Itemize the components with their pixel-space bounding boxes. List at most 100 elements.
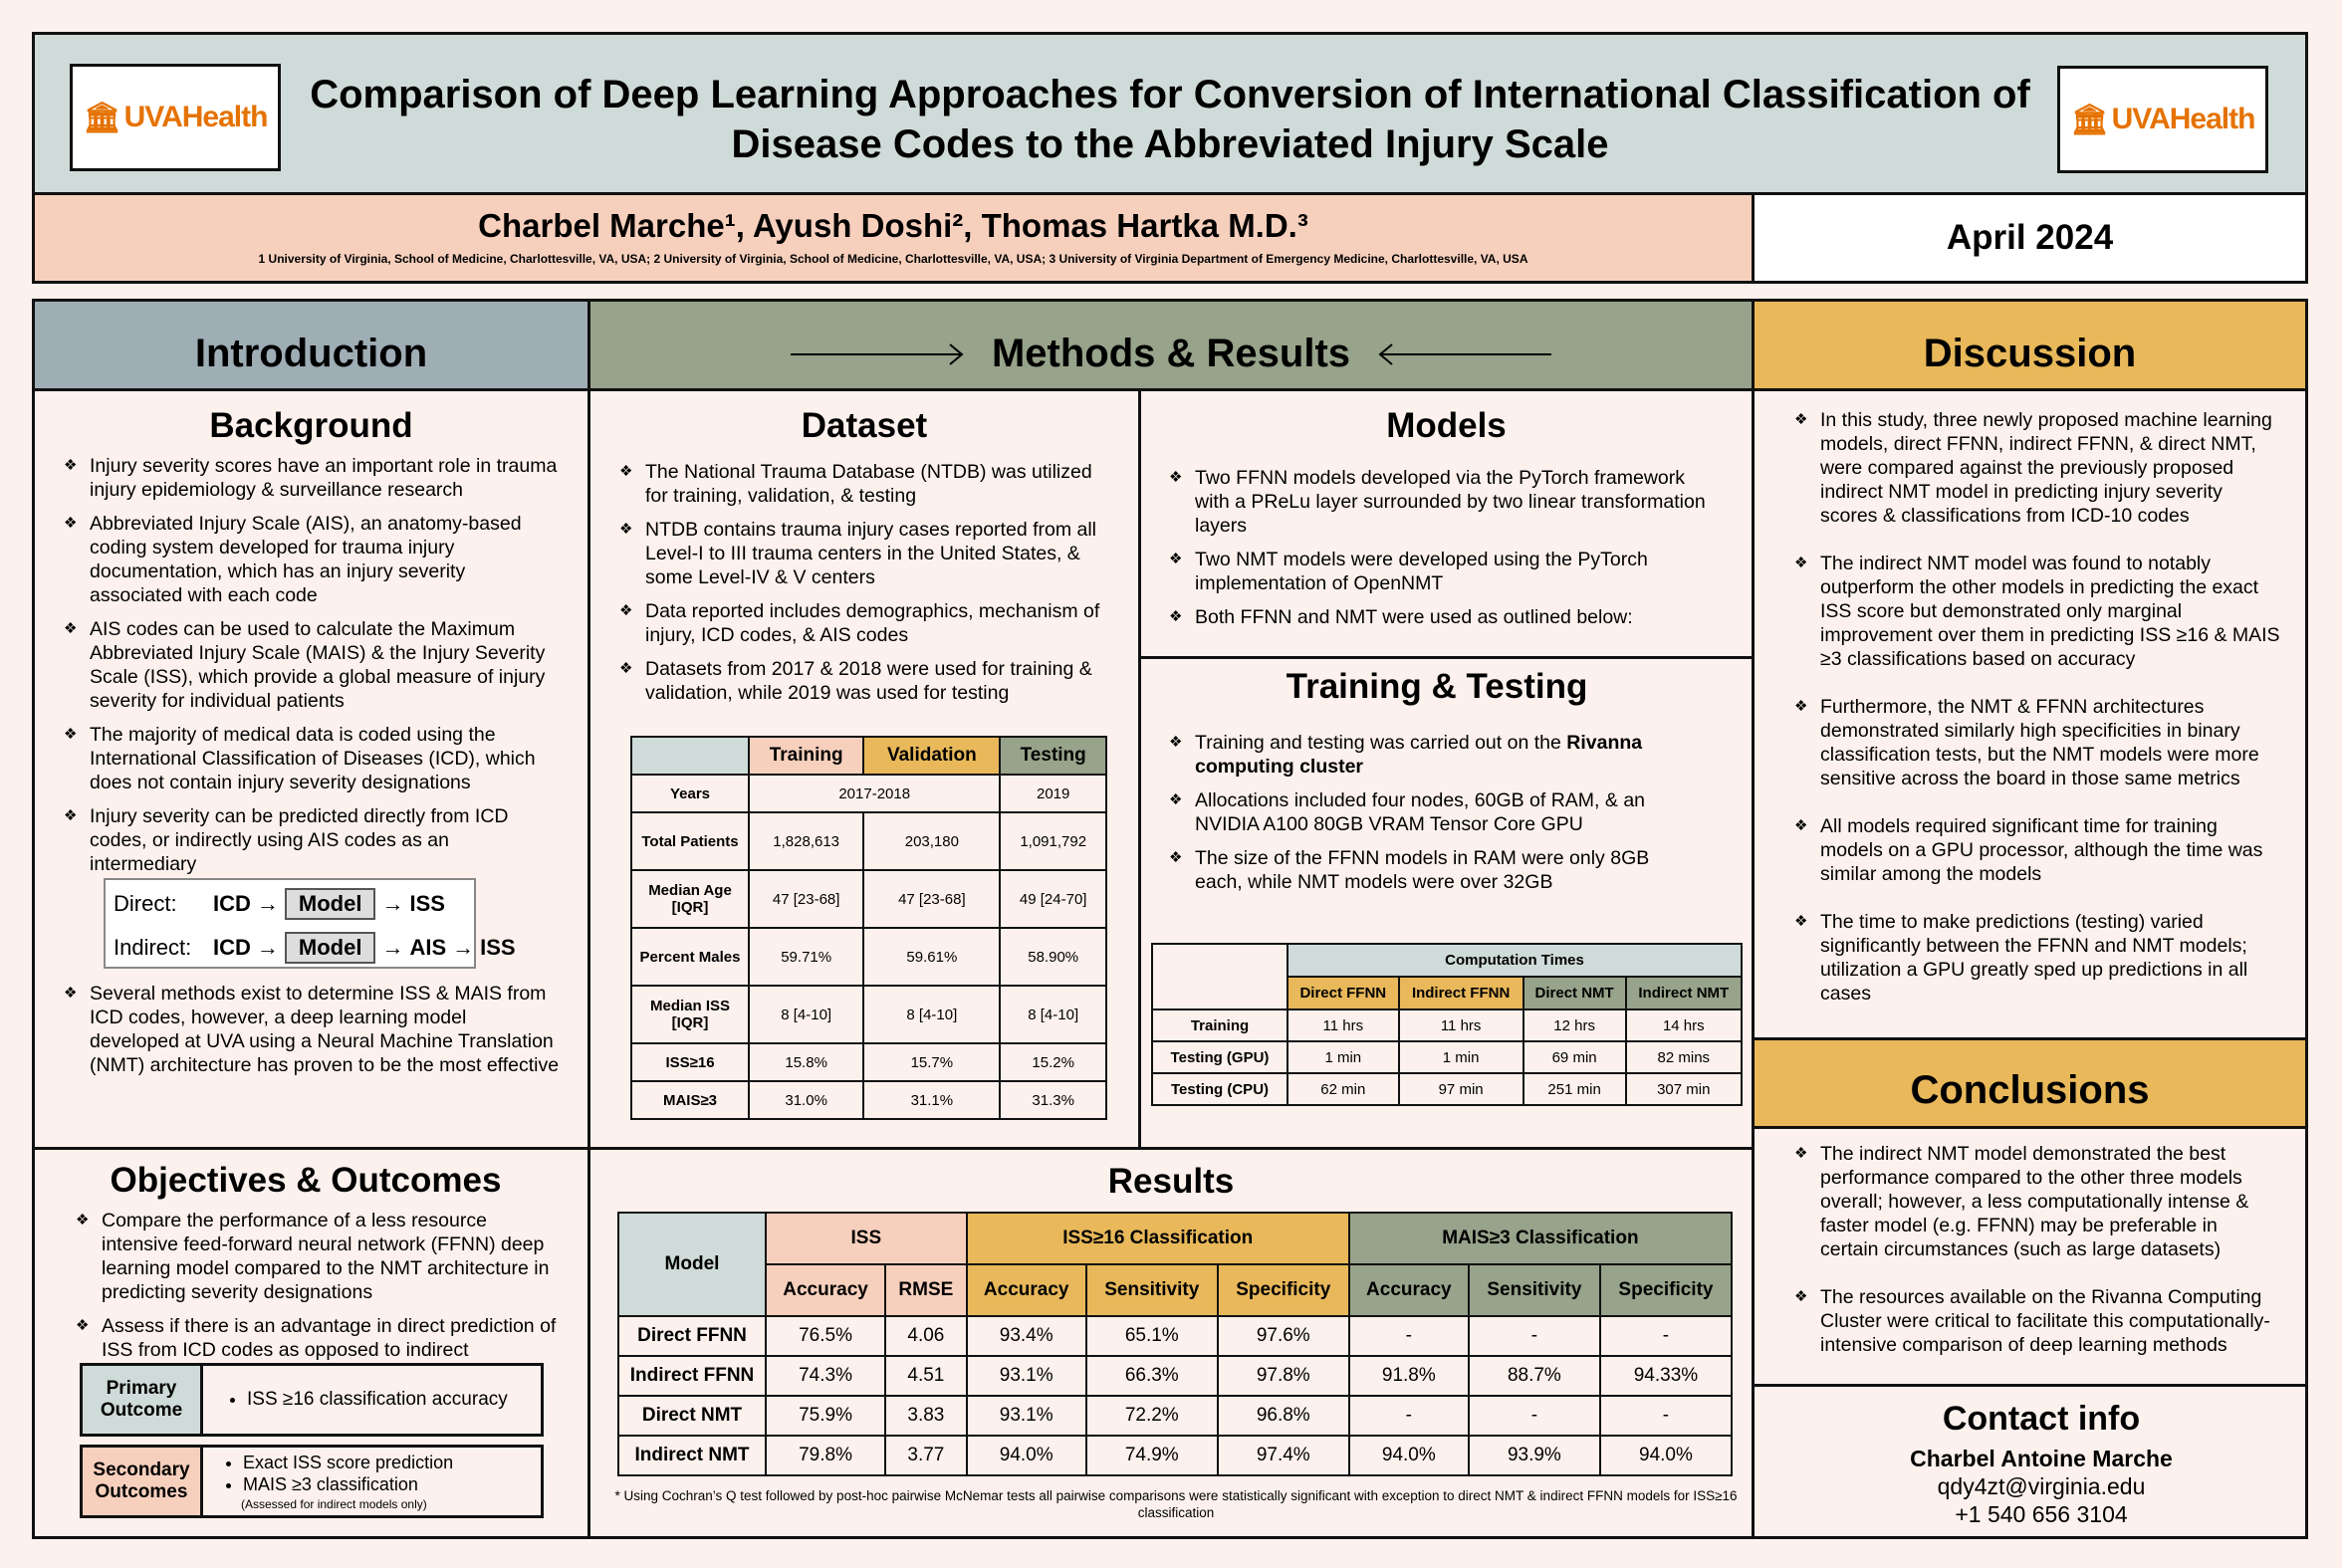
col-header: Direct NMT — [1522, 976, 1627, 1010]
table-cell: 47 [23-68] — [747, 869, 865, 929]
diagram-iss: ISS — [480, 935, 516, 960]
affiliations: 1 University of Virginia, School of Medi… — [258, 252, 1528, 266]
table-cell: 49 [24-70] — [999, 869, 1107, 929]
table-cell: 74.9% — [1084, 1435, 1219, 1476]
arrow-right-icon: → — [452, 935, 475, 960]
arrow-right-icon: → — [256, 935, 279, 960]
list-item: Training and testing was carried out on … — [1167, 731, 1685, 779]
group-header: MAIS≥3 Classification — [1347, 1212, 1734, 1265]
diagram-model: Model — [284, 932, 376, 964]
table-cell: - — [1467, 1395, 1601, 1437]
table-cell: 97.8% — [1216, 1355, 1350, 1397]
table-cell: 12 hrs — [1522, 1008, 1627, 1042]
table-cell: 8 [4-10] — [862, 985, 1002, 1044]
table-cell: 4.06 — [884, 1315, 968, 1357]
table-cell: 97.4% — [1216, 1435, 1350, 1476]
table-cell: - — [1347, 1315, 1470, 1357]
hospital-icon: 🏛 — [2070, 103, 2109, 136]
arrow-right-icon: → — [381, 935, 404, 960]
table-row: Median Age [IQR] 47 [23-68] 47 [23-68] 4… — [630, 869, 1107, 929]
row-label: Direct NMT — [617, 1395, 767, 1437]
table-cell: 59.61% — [862, 927, 1002, 987]
table-cell: 2019 — [999, 774, 1107, 813]
table-row: Indirect NMT 79.8% 3.77 94.0% 74.9% 97.4… — [617, 1435, 1734, 1476]
indirect-label: Indirect: — [114, 935, 192, 960]
table-cell: 3.83 — [884, 1395, 968, 1437]
table-cell: 93.9% — [1467, 1435, 1601, 1476]
table-cell: 93.4% — [965, 1315, 1087, 1357]
table-cell: 65.1% — [1084, 1315, 1219, 1357]
conclusions-header: Conclusions — [1752, 1037, 2308, 1129]
table-cell: 96.8% — [1216, 1395, 1350, 1437]
table-cell: 31.3% — [999, 1080, 1107, 1120]
row-label: Testing (GPU) — [1151, 1040, 1288, 1074]
diagram-model: Model — [284, 888, 376, 920]
table-row: Testing (GPU) 1 min 1 min 69 min 82 mins — [1151, 1040, 1744, 1074]
list-item: Both FFNN and NMT were used as outlined … — [1167, 605, 1710, 629]
col-header: Sensitivity — [1084, 1263, 1219, 1317]
list-item: Exact ISS score prediction — [243, 1452, 453, 1473]
col-header: Validation — [862, 736, 1002, 776]
diagram-icd: ICD — [213, 935, 251, 960]
list-item: Several methods exist to determine ISS &… — [62, 982, 560, 1077]
row-label: Median ISS [IQR] — [630, 985, 750, 1044]
table-cell: 8 [4-10] — [747, 985, 865, 1044]
table-cell: 75.9% — [764, 1395, 887, 1437]
table-cell: 15.8% — [747, 1042, 865, 1082]
training-title: Training & Testing — [1286, 667, 1588, 706]
row-label: Total Patients — [630, 811, 750, 871]
table-cell: 91.8% — [1347, 1355, 1470, 1397]
row-label: Testing (CPU) — [1151, 1072, 1288, 1106]
results-footnote: * Using Cochran’s Q test followed by pos… — [614, 1488, 1738, 1520]
row-label: MAIS≥3 — [630, 1080, 750, 1120]
table-cell: 47 [23-68] — [862, 869, 1002, 929]
table-cell: 307 min — [1624, 1072, 1744, 1106]
table-row: Direct FFNN 76.5% 4.06 93.4% 65.1% 97.6%… — [617, 1315, 1734, 1357]
col-header: Specificity — [1598, 1263, 1734, 1317]
list-item: In this study, three newly proposed mach… — [1792, 408, 2280, 528]
table-title: Computation Times — [1287, 943, 1743, 978]
secondary-label: Secondary Outcomes — [83, 1448, 203, 1515]
col-header: Accuracy — [965, 1263, 1087, 1317]
list-item: ISS ≥16 classification accuracy — [247, 1389, 508, 1411]
table-row: Percent Males 59.71% 59.61% 58.90% — [630, 927, 1107, 987]
table-row: ISS≥16 15.8% 15.7% 15.2% — [630, 1042, 1107, 1082]
group-header: ISS — [765, 1212, 968, 1265]
table-cell: 69 min — [1522, 1040, 1627, 1074]
list-item: The National Trauma Database (NTDB) was … — [617, 460, 1110, 508]
intro-header: Introduction — [32, 299, 590, 391]
list-item: The indirect NMT model was found to nota… — [1792, 552, 2280, 671]
results-table: Model ISS ISS≥16 Classification MAIS≥3 C… — [617, 1212, 1734, 1476]
table-row: Total Patients 1,828,613 203,180 1,091,7… — [630, 811, 1107, 871]
authors: Charbel Marche¹, Ayush Doshi², Thomas Ha… — [478, 207, 1308, 244]
list-item: The indirect NMT model demonstrated the … — [1792, 1142, 2280, 1261]
training-bullets: Training and testing was carried out on … — [1167, 731, 1685, 904]
secondary-outcome: Secondary Outcomes Exact ISS score predi… — [80, 1445, 544, 1518]
table-cell: 251 min — [1522, 1072, 1627, 1106]
table-row: Years 2017-2018 2019 — [630, 774, 1107, 813]
list-item: Assess if there is an advantage in direc… — [74, 1314, 562, 1362]
list-item: Two FFNN models developed via the PyTorc… — [1167, 466, 1710, 538]
table-cell: 1,828,613 — [747, 811, 865, 871]
table-cell: 15.7% — [862, 1042, 1002, 1082]
group-header: ISS≥16 Classification — [965, 1212, 1350, 1265]
list-item: Allocations included four nodes, 60GB of… — [1167, 788, 1685, 836]
list-item: Datasets from 2017 & 2018 were used for … — [617, 657, 1110, 705]
col-header: Testing — [999, 736, 1107, 776]
table-row: Training 11 hrs 11 hrs 12 hrs 14 hrs — [1151, 1008, 1744, 1042]
table-cell: 4.51 — [884, 1355, 968, 1397]
contact-email[interactable]: qdy4zt@virginia.edu — [1937, 1473, 2146, 1499]
table-cell: - — [1598, 1395, 1734, 1437]
table-cell: 93.1% — [965, 1395, 1087, 1437]
arrow-right-icon: → — [256, 891, 279, 916]
table-cell: 31.0% — [747, 1080, 865, 1120]
table-cell: 203,180 — [862, 811, 1002, 871]
discussion-bullets: In this study, three newly proposed mach… — [1792, 408, 2280, 1015]
table-cell: 8 [4-10] — [999, 985, 1107, 1044]
row-label: Training — [1151, 1008, 1288, 1042]
computation-table: Computation Times Direct FFNN Indirect F… — [1151, 943, 1744, 1106]
row-label: Indirect NMT — [617, 1435, 767, 1476]
table-cell: 31.1% — [862, 1080, 1002, 1120]
title-banner — [32, 32, 2308, 195]
row-label: ISS≥16 — [630, 1042, 750, 1082]
